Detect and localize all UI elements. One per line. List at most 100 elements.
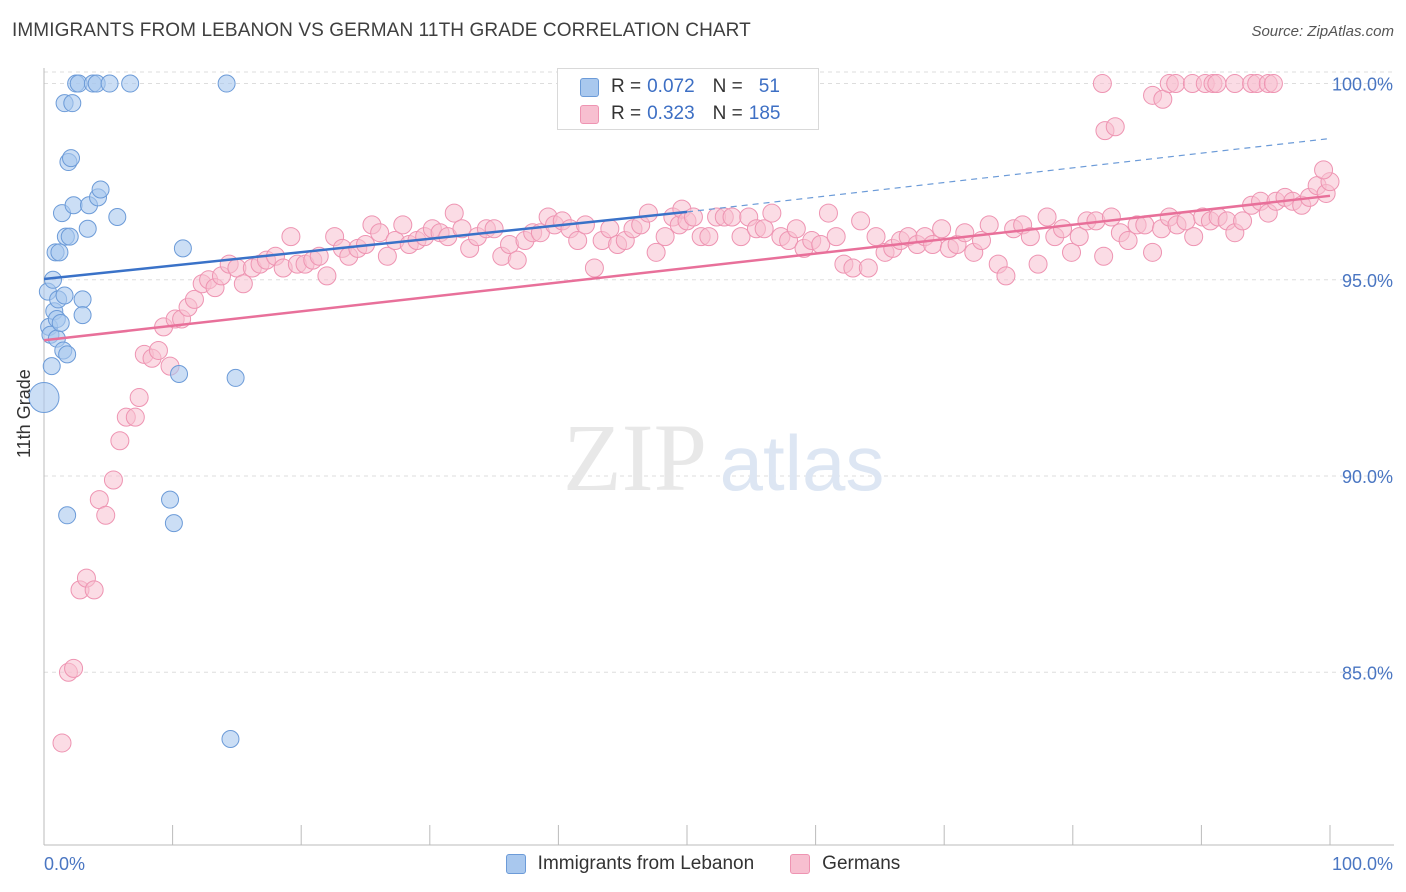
germans-point bbox=[699, 227, 719, 247]
germans-point bbox=[1092, 74, 1112, 94]
lebanon-point bbox=[58, 345, 77, 364]
lebanon-point bbox=[73, 290, 92, 309]
germans-point bbox=[923, 234, 943, 254]
legend-r-value: 0.323 bbox=[647, 103, 695, 124]
lebanon-point bbox=[28, 382, 60, 414]
lebanon-trend-extension bbox=[686, 137, 1331, 213]
legend-swatch-blue bbox=[505, 854, 526, 874]
germans-point bbox=[851, 211, 871, 231]
lebanon-point bbox=[51, 313, 70, 332]
lebanon-point bbox=[226, 368, 245, 387]
germans-point bbox=[444, 203, 464, 223]
germans-point bbox=[393, 215, 413, 235]
chart-source: Source: ZipAtlas.com bbox=[1251, 23, 1394, 40]
germans-point bbox=[1094, 246, 1114, 266]
legend-r-value: 0.072 bbox=[647, 76, 695, 97]
legend-r-label: R = bbox=[611, 76, 642, 97]
lebanon-point bbox=[221, 730, 240, 749]
lebanon-point bbox=[50, 243, 69, 262]
y-axis-label: 11th Grade bbox=[14, 369, 34, 458]
germans-point bbox=[148, 340, 168, 360]
x-tick-label: 0.0% bbox=[44, 854, 85, 874]
germans-point bbox=[1028, 254, 1048, 274]
y-tick-label: 95.0% bbox=[1342, 271, 1393, 291]
germans-point bbox=[1233, 211, 1253, 231]
germans-point bbox=[1176, 211, 1196, 231]
germans-point bbox=[110, 431, 130, 451]
germans-point bbox=[64, 658, 84, 678]
watermark: ZIP atlas bbox=[563, 404, 884, 511]
gridlines bbox=[44, 71, 1394, 673]
legend-swatch-pink bbox=[580, 104, 599, 124]
germans-point bbox=[584, 258, 604, 278]
y-tick-label: 90.0% bbox=[1342, 467, 1393, 487]
germans-point bbox=[1037, 207, 1057, 227]
series-legend: Immigrants from Lebanon Germans bbox=[0, 851, 1406, 877]
germans-point bbox=[52, 733, 72, 753]
lebanon-point bbox=[108, 208, 127, 226]
lebanon-point bbox=[73, 306, 92, 325]
legend-n-label: N = bbox=[712, 76, 743, 97]
legend-item-germans[interactable]: Germans bbox=[790, 853, 900, 875]
legend-n-label: N = bbox=[712, 103, 743, 124]
lebanon-point bbox=[91, 180, 110, 199]
germans-point bbox=[979, 215, 999, 235]
germans-point bbox=[600, 219, 620, 239]
legend-item-lebanon[interactable]: Immigrants from Lebanon bbox=[505, 853, 754, 875]
lebanon-point bbox=[173, 239, 192, 258]
axes bbox=[43, 68, 1394, 846]
germans-point bbox=[1143, 242, 1163, 262]
legend-label-germans: Germans bbox=[822, 853, 901, 874]
lebanon-point bbox=[58, 506, 77, 525]
lebanon-point bbox=[63, 94, 82, 113]
germans-point bbox=[1314, 160, 1334, 180]
lebanon-point bbox=[164, 514, 183, 533]
tick-labels: 85.0% 90.0% 95.0% 100.0% 0.0% 100.0% bbox=[44, 75, 1393, 874]
germans-point bbox=[683, 207, 703, 227]
lebanon-point bbox=[60, 227, 79, 246]
germans-point bbox=[826, 227, 846, 247]
germans-point bbox=[507, 250, 527, 270]
germans-trend-line bbox=[43, 194, 1331, 342]
germans-point bbox=[129, 388, 149, 408]
germans-point bbox=[1166, 74, 1186, 94]
germans-point bbox=[484, 219, 504, 239]
lebanon-point bbox=[170, 365, 189, 383]
chart-title: IMMIGRANTS FROM LEBANON VS GERMAN 11TH G… bbox=[12, 20, 751, 41]
legend-row-lebanon: R = 0.072 N = 51 bbox=[580, 74, 780, 100]
germans-point bbox=[1069, 227, 1089, 247]
germans-point bbox=[370, 223, 390, 243]
germans-point bbox=[1101, 207, 1121, 227]
germans-point bbox=[1263, 74, 1283, 94]
germans-point bbox=[754, 219, 774, 239]
correlation-legend: R = 0.072 N = 51 R = 0.323 N = 185 bbox=[557, 68, 819, 130]
germans-point bbox=[646, 242, 666, 262]
germans-point bbox=[866, 227, 886, 247]
germans-point bbox=[955, 223, 975, 243]
lebanon-points bbox=[28, 74, 245, 749]
germans-point bbox=[1207, 74, 1227, 94]
lebanon-point bbox=[62, 149, 81, 168]
germans-point bbox=[452, 219, 472, 239]
germans-point bbox=[858, 258, 878, 278]
germans-point bbox=[568, 231, 588, 251]
germans-point bbox=[184, 289, 204, 309]
legend-r-label: R = bbox=[611, 103, 642, 124]
germans-point bbox=[1184, 227, 1204, 247]
lebanon-point bbox=[100, 74, 119, 93]
germans-point bbox=[818, 203, 838, 223]
germans-point bbox=[1225, 74, 1245, 94]
germans-point bbox=[1105, 117, 1125, 137]
legend-n-value: 51 bbox=[758, 76, 780, 97]
legend-row-germans: R = 0.323 N = 185 bbox=[580, 101, 780, 127]
lebanon-point bbox=[78, 219, 97, 238]
watermark-atlas: atlas bbox=[720, 419, 885, 507]
germans-point bbox=[1062, 242, 1082, 262]
germans-point bbox=[233, 274, 253, 294]
germans-point bbox=[786, 219, 806, 239]
germans-point bbox=[638, 203, 658, 223]
lebanon-point bbox=[55, 286, 74, 305]
trend-lines bbox=[43, 137, 1331, 342]
germans-point bbox=[125, 407, 145, 427]
